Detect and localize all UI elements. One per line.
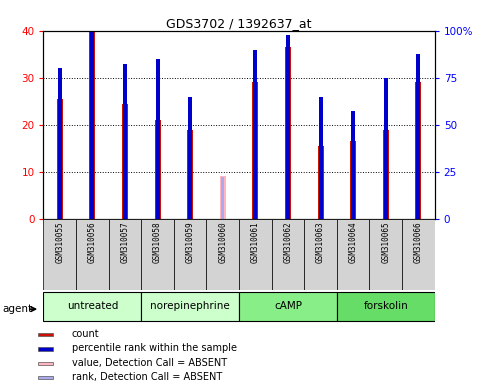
Bar [254,134,257,219]
Bar [187,129,193,219]
Bar [415,83,421,219]
Bar [156,59,159,141]
Bar [156,139,159,219]
Bar [122,104,128,219]
Bar [57,99,63,219]
Bar [318,146,324,219]
Bar [285,47,291,219]
Bar [319,96,323,160]
Bar [271,219,304,290]
Bar [38,348,53,351]
Text: GSM310059: GSM310059 [185,221,195,263]
Bar [38,333,53,336]
Bar [351,165,355,219]
Text: rank, Detection Call = ABSENT: rank, Detection Call = ABSENT [71,372,222,382]
Bar [123,141,127,219]
Bar [416,54,420,139]
Bar [38,362,53,365]
Bar [155,120,160,219]
Bar [90,31,94,127]
Text: percentile rank within the sample: percentile rank within the sample [71,343,237,353]
Text: count: count [71,329,99,339]
Text: value, Detection Call = ABSENT: value, Detection Call = ABSENT [71,358,227,368]
Bar [286,35,290,129]
Text: GSM310064: GSM310064 [349,221,358,263]
Bar [337,219,369,290]
Text: GSM310056: GSM310056 [88,221,97,263]
Text: forskolin: forskolin [363,301,408,311]
Bar [188,158,192,219]
Bar [239,219,271,290]
Bar [221,177,225,219]
Bar [416,137,420,219]
Text: untreated: untreated [67,301,118,311]
Bar [286,127,290,219]
Bar [350,141,356,219]
Bar [141,219,174,290]
Bar [253,83,258,219]
Bar [319,158,323,219]
Bar [220,175,226,219]
Text: GSM310060: GSM310060 [218,221,227,263]
Bar [109,219,142,290]
Bar [58,144,62,219]
Bar [123,64,127,144]
Text: GSM310057: GSM310057 [120,221,129,263]
Bar [254,50,257,137]
Text: GSM310062: GSM310062 [284,221,293,263]
Bar [384,78,388,151]
Bar [383,129,389,219]
Text: GSM310058: GSM310058 [153,221,162,263]
Bar [207,219,239,290]
Text: GSM310066: GSM310066 [414,221,423,263]
Text: cAMP: cAMP [274,301,302,311]
Bar [304,219,337,290]
Bar [76,219,109,290]
Bar [43,291,142,321]
Text: GSM310063: GSM310063 [316,221,325,263]
Bar [141,291,239,321]
Text: GSM310065: GSM310065 [381,221,390,263]
Text: GSM310061: GSM310061 [251,221,260,263]
Bar [174,219,207,290]
Title: GDS3702 / 1392637_at: GDS3702 / 1392637_at [166,17,312,30]
Bar [58,68,62,146]
Bar [38,376,53,379]
Bar [402,219,435,290]
Text: norepinephrine: norepinephrine [150,301,230,311]
Bar [369,219,402,290]
Bar [89,31,95,219]
Bar [90,125,94,219]
Bar [239,291,337,321]
Text: agent: agent [2,304,32,314]
Bar [43,219,76,290]
Bar [351,111,355,167]
Text: GSM310055: GSM310055 [55,221,64,263]
Bar [384,148,388,219]
Bar [337,291,435,321]
Bar [188,96,192,160]
